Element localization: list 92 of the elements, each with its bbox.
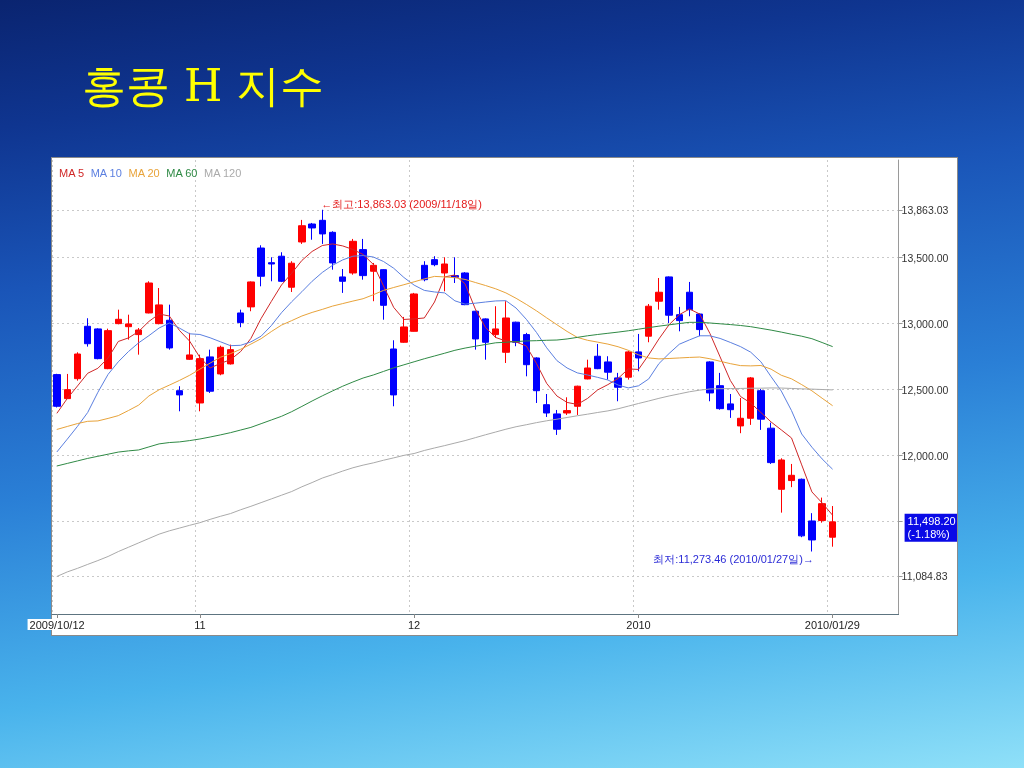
chart-title: 홍콩 H 지수: [82, 59, 325, 113]
candlestick: [186, 332, 193, 361]
candlestick: [308, 222, 316, 241]
candlestick: [829, 505, 836, 548]
candlestick: [104, 328, 112, 370]
candlestick: [686, 281, 693, 317]
candlestick: [94, 327, 102, 360]
candlestick: [665, 275, 673, 324]
x-tick-label: 11: [194, 618, 206, 631]
candlestick: [298, 219, 306, 245]
line-series: [56, 275, 833, 430]
candlestick: [237, 309, 244, 328]
candlestick: [502, 300, 510, 364]
candlestick: [798, 478, 805, 538]
line-series: [56, 255, 833, 470]
y-tick-label: 13,000.00: [901, 317, 949, 330]
candlestick: [645, 303, 652, 343]
candlestick: [604, 355, 612, 381]
candlestick: [543, 393, 550, 418]
candlestick: [778, 457, 785, 514]
candlestick: [84, 317, 91, 348]
candlestick: [217, 345, 224, 376]
candlestick: [278, 251, 285, 283]
candlestick: [676, 306, 683, 332]
candlestick: [196, 354, 204, 412]
text: MA 120: [204, 166, 242, 179]
candlestick: [53, 373, 61, 408]
candlestick: [176, 385, 183, 412]
candlestick: [339, 268, 346, 294]
candlestick: [472, 310, 479, 351]
candlestick: [594, 343, 601, 370]
candlestick: [268, 256, 275, 282]
candlestick: [329, 230, 336, 271]
candlestick: [390, 339, 397, 407]
candlestick: [421, 260, 428, 282]
candlestick: [451, 256, 459, 284]
x-tick-label: 2009/10/12: [29, 618, 85, 631]
candlestick: [492, 305, 499, 339]
candlestick: [655, 277, 663, 311]
candlestick: [257, 244, 265, 287]
candlestick: [125, 314, 132, 341]
candlestick: [145, 280, 153, 314]
candlestick: [431, 255, 438, 267]
candlestick: [410, 292, 418, 333]
candlestick: [482, 317, 489, 361]
candlestick: [737, 397, 744, 434]
candlestick: [155, 287, 163, 325]
candlestick: [288, 260, 295, 293]
candlestick: [553, 409, 561, 436]
x-tick-label: 2010: [626, 618, 651, 631]
candlestick: [166, 304, 173, 351]
text: MA 5: [59, 166, 85, 179]
candlestick: [706, 360, 714, 402]
y-tick-label: 13,863.03: [901, 203, 949, 216]
candlestick: [625, 350, 632, 381]
x-tick-label: 2010/01/29: [804, 618, 860, 631]
candlestick: [727, 393, 734, 419]
y-tick-label: 12,500.00: [901, 383, 949, 396]
text: MA 20: [128, 166, 160, 179]
candlestick: [818, 497, 826, 524]
text: MA 10: [90, 166, 122, 179]
y-tick-label: 13,500.00: [901, 251, 949, 264]
candlestick: [512, 321, 520, 347]
candlestick: [563, 396, 571, 416]
candlestick: [757, 388, 765, 431]
x-tick-label: 12: [407, 618, 421, 631]
line-series: [56, 321, 833, 467]
candlestick: [400, 316, 408, 344]
line-series: [56, 243, 833, 516]
candlestick: [584, 359, 591, 380]
candlestick: [716, 372, 724, 411]
candlestick: [206, 349, 214, 394]
y-tick-label: 12,000.00: [901, 449, 949, 462]
annotation: 최저:11,273.46 (2010/01/27일)→: [653, 552, 814, 565]
text: 11,498.20 (-1.18%): [907, 515, 956, 541]
candlestick: [808, 512, 816, 553]
candlestick: [115, 309, 122, 325]
candlestick: [747, 376, 754, 426]
annotation: ←최고:13,863.03 (2009/11/18일): [321, 197, 482, 210]
candlestick: [533, 356, 540, 404]
candlestick: [574, 385, 581, 416]
candlestick: [359, 238, 367, 281]
candlestick: [767, 422, 775, 465]
y-tick-label: 11,084.83: [901, 570, 948, 583]
candlestick: [788, 463, 795, 488]
candlestick: [247, 280, 255, 312]
candlestick: [349, 238, 357, 276]
candlestick: [319, 209, 326, 245]
text: MA 60: [166, 166, 198, 179]
candlestick: [74, 351, 81, 382]
candlestick: [441, 256, 448, 292]
line-series: [56, 387, 833, 577]
